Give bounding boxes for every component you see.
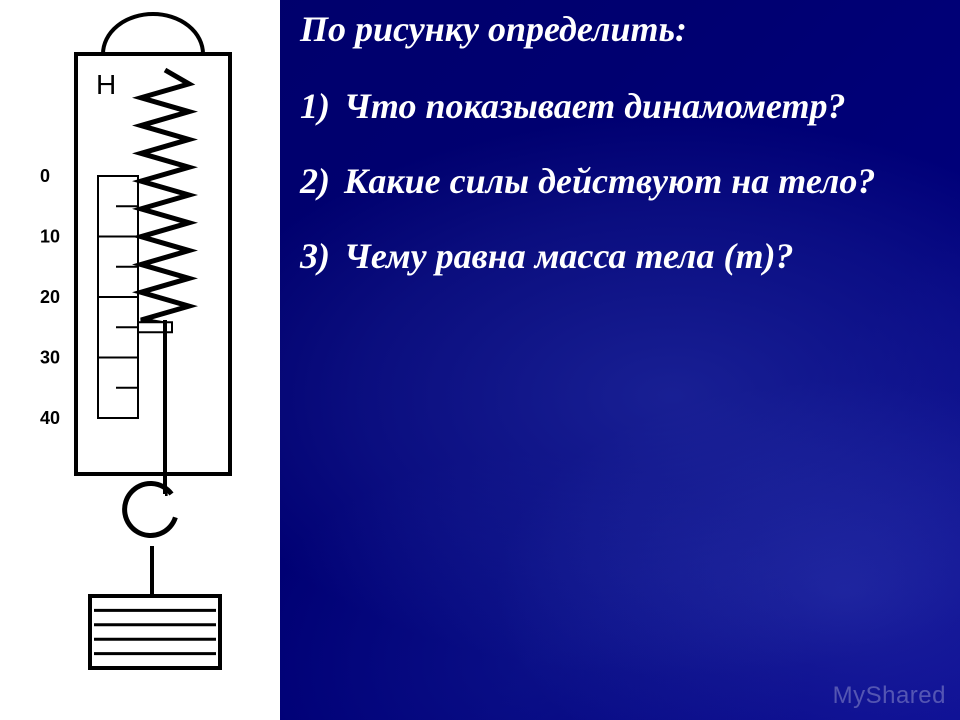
question-3: 3) Чему равна масса тела (m)? bbox=[300, 234, 940, 279]
svg-text:40: 40 bbox=[40, 408, 60, 428]
question-3-text: Чему равна масса тела (m)? bbox=[344, 234, 940, 279]
question-2-text: Какие силы действуют на тело? bbox=[344, 159, 940, 204]
question-1: 1) Что показывает динамометр? bbox=[300, 84, 940, 129]
question-3-number: 3) bbox=[300, 234, 344, 279]
svg-text:30: 30 bbox=[40, 348, 60, 368]
figure-panel: Н 0 10 20 30 40 bbox=[0, 0, 280, 720]
watermark: MyShared bbox=[833, 682, 946, 710]
heading: По рисунку определить: bbox=[300, 8, 940, 50]
text-panel: По рисунку определить: 1) Что показывает… bbox=[300, 8, 940, 309]
svg-text:10: 10 bbox=[40, 227, 60, 247]
slide-stage: Н 0 10 20 30 40 По рисунку определить: 1) Что… bbox=[0, 0, 960, 720]
question-2: 2) Какие силы действуют на тело? bbox=[300, 159, 940, 204]
svg-text:0: 0 bbox=[40, 166, 50, 186]
question-2-number: 2) bbox=[300, 159, 344, 204]
dynamometer-figure: Н 0 10 20 30 40 bbox=[0, 0, 280, 720]
svg-text:20: 20 bbox=[40, 287, 60, 307]
question-1-text: Что показывает динамометр? bbox=[344, 84, 940, 129]
question-1-number: 1) bbox=[300, 84, 344, 129]
svg-text:Н: Н bbox=[96, 69, 116, 100]
